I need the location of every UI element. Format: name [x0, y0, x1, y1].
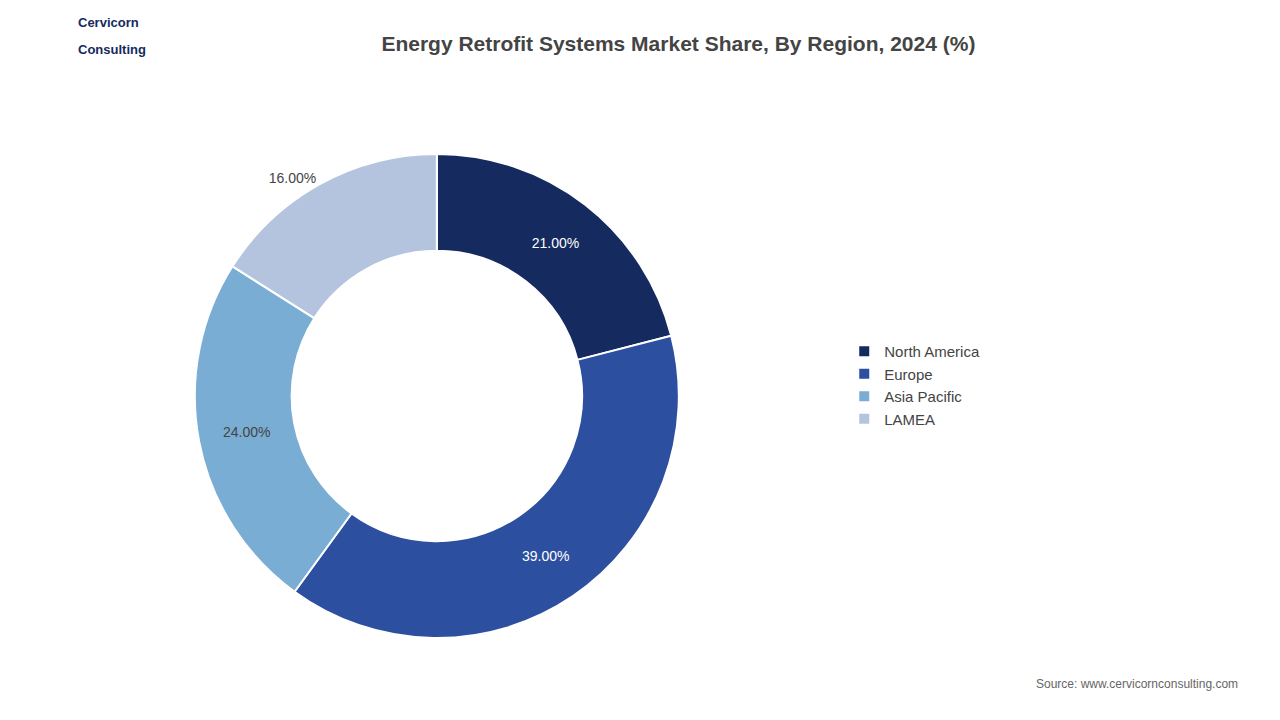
- svg-text:LAMEA: LAMEA: [884, 411, 935, 428]
- svg-text:Source: www.cervicornconsultin: Source: www.cervicornconsulting.com: [1036, 677, 1238, 691]
- svg-text:24.00%: 24.00%: [223, 424, 270, 440]
- svg-text:Energy Retrofit Systems Market: Energy Retrofit Systems Market Share, By…: [381, 32, 975, 55]
- svg-text:16.00%: 16.00%: [269, 170, 316, 186]
- svg-text:39.00%: 39.00%: [522, 548, 569, 564]
- svg-text:North America: North America: [884, 343, 980, 360]
- svg-text:21.00%: 21.00%: [532, 235, 579, 251]
- svg-text:Cervicorn: Cervicorn: [78, 15, 139, 30]
- svg-text:Europe: Europe: [884, 366, 932, 383]
- svg-text:Consulting: Consulting: [78, 42, 146, 57]
- svg-text:Asia Pacific: Asia Pacific: [884, 388, 962, 405]
